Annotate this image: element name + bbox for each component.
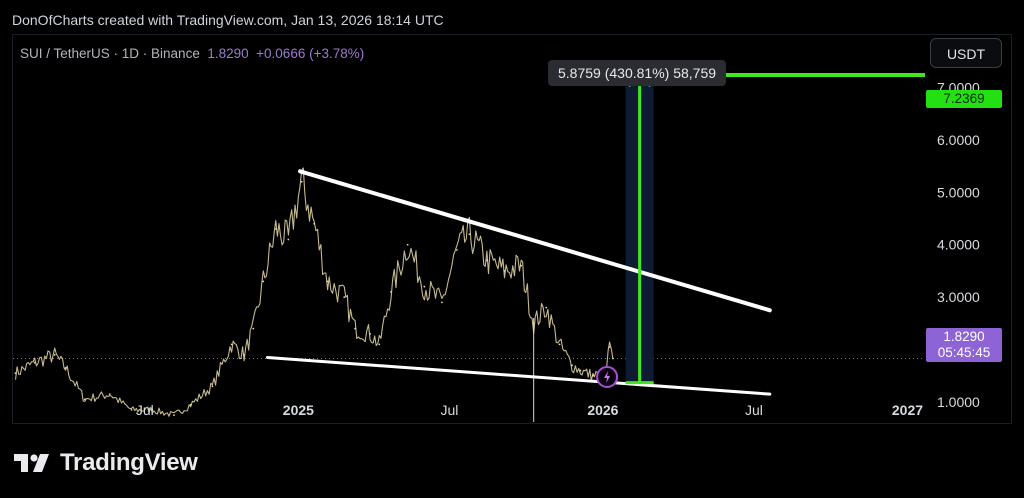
- price-point: [300, 180, 303, 183]
- tradingview-logo[interactable]: TradingView: [14, 448, 198, 478]
- tradingview-wordmark: TradingView: [60, 449, 198, 476]
- price-point: [230, 343, 233, 346]
- price-point: [313, 222, 316, 225]
- price-point: [173, 414, 175, 417]
- symbol-name[interactable]: SUI / TetherUS · 1D · Binance: [20, 46, 200, 61]
- price-point: [343, 296, 346, 299]
- price-point: [608, 346, 611, 348]
- price-point: [571, 364, 573, 367]
- price-point: [64, 367, 67, 369]
- price-point: [378, 343, 381, 346]
- tradingview-logo-icon: [14, 454, 49, 472]
- price-point: [520, 264, 523, 267]
- price-point: [287, 238, 290, 241]
- price-point: [503, 270, 506, 272]
- y-tick-label: 5.0000: [937, 184, 980, 200]
- price-point: [558, 343, 561, 346]
- price-point: [390, 291, 392, 293]
- current-price-value: 1.8290: [943, 329, 985, 344]
- price-point: [456, 249, 458, 251]
- price-point: [33, 361, 36, 364]
- lower-trendline: [265, 355, 772, 396]
- bar-countdown: 05:45:45: [937, 345, 991, 360]
- last-price: 1.8290: [207, 46, 249, 61]
- currency-button[interactable]: USDT: [930, 38, 1002, 68]
- price-change: +0.0666 (+3.78%): [256, 46, 365, 61]
- price-point: [406, 243, 409, 246]
- current-price-badge: 1.8290 05:45:45: [926, 328, 1002, 362]
- price-point: [579, 369, 582, 372]
- price-point: [440, 301, 443, 304]
- price-point: [151, 408, 154, 411]
- x-tick-label: 2026: [587, 402, 618, 418]
- attribution-text: DonOfCharts created with TradingView.com…: [12, 12, 444, 28]
- price-point: [252, 327, 255, 330]
- price-point: [211, 385, 214, 388]
- price-point: [369, 332, 372, 335]
- x-tick-label: Jul: [136, 402, 154, 418]
- measure-tooltip: 5.8759 (430.81%) 58,759: [548, 60, 727, 86]
- y-tick-label: 3.0000: [937, 289, 980, 305]
- price-point: [262, 280, 265, 283]
- upper-trendline: [298, 169, 772, 313]
- symbol-legend: SUI / TetherUS · 1D · Binance 1.8290 +0.…: [20, 46, 364, 61]
- y-tick-label: 4.0000: [937, 237, 980, 253]
- y-tick-label: 1.0000: [937, 394, 980, 410]
- price-point: [612, 357, 614, 360]
- target-price-badge: 7.2369: [926, 90, 1002, 108]
- price-point: [130, 408, 133, 411]
- price-point: [83, 398, 86, 401]
- price-point: [486, 259, 488, 262]
- price-point: [53, 353, 56, 356]
- x-tick-label: Jul: [440, 402, 458, 418]
- y-tick-label: 6.0000: [937, 132, 980, 148]
- price-point: [274, 228, 277, 230]
- price-point: [189, 403, 192, 406]
- price-point: [545, 306, 548, 309]
- price-point: [468, 233, 471, 236]
- price-point: [243, 353, 246, 356]
- price-point: [354, 327, 357, 330]
- x-tick-label: 2025: [283, 402, 314, 418]
- price-series-line: [14, 167, 614, 417]
- lightning-icon: [604, 371, 611, 383]
- price-point: [592, 374, 594, 377]
- x-tick-label: 2027: [892, 402, 923, 418]
- price-point: [14, 372, 17, 375]
- price-point: [326, 280, 329, 283]
- price-point: [108, 393, 111, 396]
- price-point: [423, 285, 426, 288]
- x-tick-label: Jul: [745, 402, 763, 418]
